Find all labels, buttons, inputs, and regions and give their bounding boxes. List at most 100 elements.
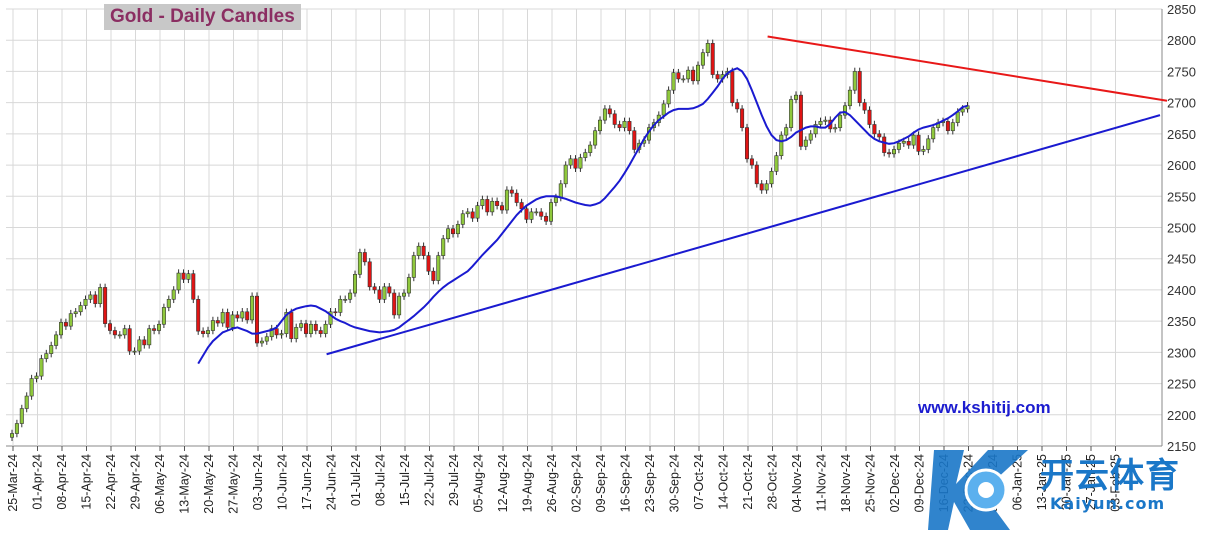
candle-body (14, 423, 19, 434)
candle-body (534, 211, 539, 214)
candle-body (847, 89, 852, 107)
candle-body (421, 245, 426, 256)
candle-body (343, 298, 348, 301)
x-tick-label: 03-Feb-25 (1109, 454, 1123, 512)
x-tick-label: 24-Jun-24 (325, 454, 339, 510)
candle-body (142, 339, 147, 346)
candle-body (754, 164, 759, 185)
candle-body (137, 339, 142, 352)
y-tick-label: 2750 (1167, 64, 1196, 79)
x-tick-label: 17-Jun-24 (300, 454, 314, 510)
candle-body (68, 313, 73, 327)
candle-body (39, 358, 44, 377)
candle-body (171, 289, 176, 300)
x-tick-label: 19-Aug-24 (521, 454, 535, 512)
candle-body (921, 149, 926, 152)
candle-body (779, 134, 784, 157)
candle-body (877, 133, 882, 138)
candle-body (34, 375, 39, 379)
candle-body (568, 158, 573, 166)
moving-average-line (197, 67, 968, 365)
candle-body (470, 211, 475, 219)
x-tick-label: 12-Aug-24 (496, 454, 510, 512)
candle-body (176, 272, 181, 291)
candle-body (196, 298, 201, 332)
candle-body (926, 138, 931, 150)
support-trendline (326, 114, 1161, 356)
candle-body (58, 322, 63, 336)
candle-body (524, 208, 529, 220)
candle-body (686, 69, 691, 80)
x-tick-label: 06-May-24 (153, 454, 167, 514)
candle-body (352, 274, 357, 294)
candle-body (455, 224, 460, 235)
x-tick-label: 20-Jan-25 (1060, 454, 1074, 510)
candle-body (485, 199, 490, 213)
candle-body (387, 286, 392, 294)
candle-body (583, 152, 588, 158)
x-tick-label: 29-Apr-24 (129, 454, 143, 510)
x-tick-label: 02-Sep-24 (570, 454, 584, 512)
candle-body (764, 183, 769, 191)
y-tick-label: 2550 (1167, 189, 1196, 204)
candle-body (906, 141, 911, 146)
candle-body (730, 71, 735, 103)
candle-body (367, 261, 372, 288)
candle-body (465, 211, 470, 215)
candle-body (504, 189, 509, 211)
candle-body (44, 353, 49, 359)
candle-body (793, 94, 798, 100)
y-tick-label: 2250 (1167, 377, 1196, 392)
candle-body (558, 183, 563, 198)
candle-body (514, 192, 519, 203)
candle-body (867, 109, 872, 125)
y-tick-label: 2150 (1167, 439, 1196, 454)
y-tick-label: 2600 (1167, 158, 1196, 173)
candle-body (274, 328, 279, 336)
candle-body (152, 328, 157, 331)
candle-body (401, 292, 406, 297)
candle-body (769, 171, 774, 185)
candle-body (230, 314, 235, 328)
candle-body (597, 119, 602, 132)
candle-body (666, 89, 671, 105)
candle-body (857, 71, 862, 103)
candle-body (269, 328, 274, 338)
candle-body (250, 295, 255, 321)
candle-body (965, 105, 970, 110)
candle-body (441, 238, 446, 256)
candle-body (323, 323, 328, 334)
candle-body (98, 287, 103, 304)
candle-body (808, 133, 813, 141)
candle-body (245, 311, 250, 321)
candle-body (122, 328, 127, 336)
candle-body (220, 312, 225, 324)
candle-body (10, 433, 15, 438)
candle-body (813, 124, 818, 135)
x-tick-label: 27-Jan-25 (1084, 454, 1098, 510)
candle-body (661, 103, 666, 116)
candle-body (397, 295, 402, 316)
x-tick-label: 13-Jan-25 (1035, 454, 1049, 510)
candle-body (201, 330, 206, 334)
x-tick-label: 08-Apr-24 (55, 454, 69, 510)
candle-body (93, 294, 98, 304)
candle-body (887, 152, 892, 155)
candle-body (294, 327, 299, 339)
x-tick-label: 29-Jul-24 (447, 454, 461, 506)
candle-body (798, 94, 803, 147)
y-tick-label: 2450 (1167, 252, 1196, 267)
candle-body (103, 287, 108, 324)
candle-body (112, 330, 117, 336)
candle-body (210, 320, 215, 331)
candle-body (264, 336, 269, 342)
candle-body (578, 157, 583, 169)
candle-body (548, 202, 553, 222)
candle-body (705, 43, 710, 53)
candle-body (63, 322, 68, 327)
candle-body (759, 183, 764, 191)
x-tick-label: 03-Jun-24 (251, 454, 265, 510)
candle-body (29, 378, 34, 397)
candle-body (117, 334, 122, 337)
